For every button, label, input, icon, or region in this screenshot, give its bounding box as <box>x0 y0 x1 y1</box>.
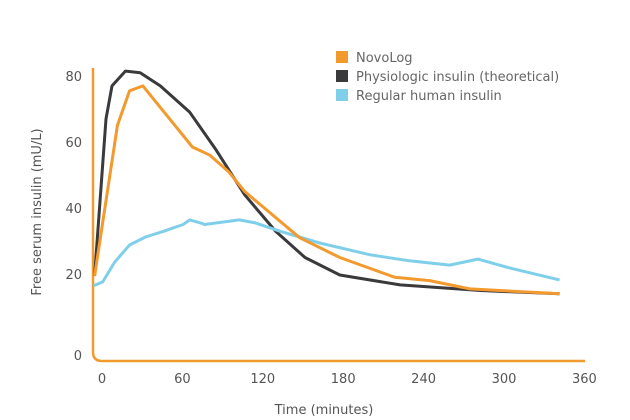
y-tick-label: 80 <box>65 70 82 85</box>
x-tick-label: 180 <box>331 372 356 387</box>
y-tick-label: 20 <box>65 268 82 283</box>
legend-swatch <box>336 51 348 63</box>
legend-label: Physiologic insulin (theoretical) <box>356 70 559 85</box>
x-tick-label: 240 <box>411 372 436 387</box>
x-tick-label: 360 <box>572 372 597 387</box>
y-tick-label: 0 <box>74 349 82 364</box>
y-tick-label: 60 <box>65 136 82 151</box>
series-line <box>93 69 560 296</box>
legend-label: Regular human insulin <box>356 89 502 104</box>
x-tick-label: 0 <box>98 372 106 387</box>
axis-lines <box>91 68 585 363</box>
legend-swatch <box>336 70 348 82</box>
legend-swatch <box>336 89 348 101</box>
legend-label: NovoLog <box>356 51 413 66</box>
y-axis-label: Free serum insulin (mU/L) <box>30 128 45 295</box>
series-line <box>92 218 560 288</box>
x-tick-label: 60 <box>174 372 191 387</box>
x-tick-label: 120 <box>250 372 275 387</box>
y-tick-label: 40 <box>65 202 82 217</box>
series-line <box>93 84 560 296</box>
x-axis-label: Time (minutes) <box>274 403 374 418</box>
x-tick-label: 300 <box>492 372 517 387</box>
